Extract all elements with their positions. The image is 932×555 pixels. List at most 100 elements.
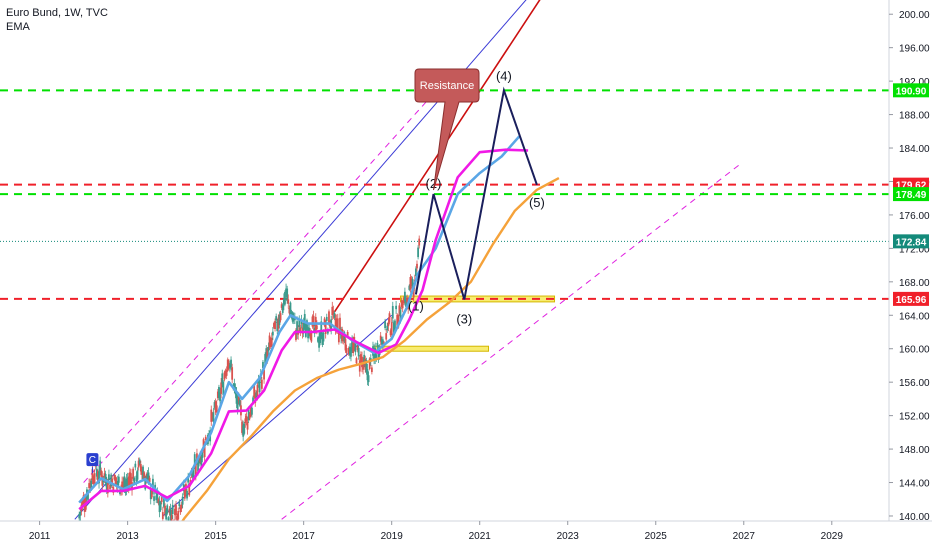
level-badge-label-0: 190.90 (896, 86, 927, 97)
y-tick-label: 152.00 (899, 412, 930, 423)
candle-body (389, 330, 392, 336)
candle-body (253, 385, 256, 398)
candle-body (303, 313, 306, 326)
candle-body (401, 304, 404, 309)
candle-body (411, 279, 414, 292)
candle-body (379, 335, 382, 342)
candle-body (176, 516, 179, 521)
candle-body (156, 490, 159, 500)
candle-body (123, 476, 126, 489)
candle-body (358, 360, 361, 372)
candle-body (352, 339, 355, 354)
y-tick-label: 188.00 (899, 111, 930, 122)
candle-body (298, 319, 301, 328)
candle-body (79, 511, 82, 516)
legend: Euro Bund, 1W, TVC EMA (6, 6, 108, 34)
candle-body (87, 491, 89, 500)
candle-body (133, 477, 136, 485)
candle-body (183, 487, 186, 499)
candle-body (405, 299, 407, 307)
candle-body (180, 504, 183, 509)
y-tick-label: 192.00 (899, 77, 930, 88)
candle-body (91, 469, 94, 481)
candle-body (170, 515, 173, 521)
candle-body (97, 471, 99, 483)
candle-body (406, 297, 408, 303)
candle-body (367, 375, 370, 383)
candle-body (237, 396, 240, 401)
candle-body (288, 308, 291, 314)
candle-body (165, 510, 168, 520)
candle-body (391, 305, 394, 319)
candle-body (231, 367, 234, 380)
candle-body (251, 407, 253, 415)
candle-body (200, 457, 203, 467)
candle-body (318, 336, 320, 348)
candle-body (332, 310, 335, 315)
candle-body (295, 329, 297, 341)
candle-body (224, 370, 227, 377)
candle-body (186, 490, 188, 499)
candle-body (412, 290, 415, 298)
level-badge-3 (893, 234, 929, 249)
candle-body (368, 358, 371, 370)
candle-body (390, 322, 393, 335)
candle-body (98, 471, 100, 484)
candle-body (336, 318, 339, 330)
symbol-title: Euro Bund, 1W, TVC (6, 7, 108, 19)
y-tick-label: 160.00 (899, 345, 930, 356)
y-tick-label: 168.00 (899, 278, 930, 289)
candle-body (194, 463, 197, 477)
candle-body (149, 489, 152, 500)
candle-body (117, 476, 120, 483)
candle-body (333, 313, 336, 318)
candle-body (361, 356, 363, 368)
indicator-label: EMA (6, 21, 30, 33)
candle-body (279, 313, 282, 321)
candle-body (270, 337, 273, 346)
candle-body (284, 291, 286, 305)
candle-body (403, 291, 406, 302)
candle-body (363, 354, 366, 364)
candle-body (252, 397, 254, 403)
candle-body (249, 406, 252, 416)
candle-body (304, 323, 307, 337)
y-tick-label: 148.00 (899, 445, 930, 456)
candle-body (179, 507, 182, 513)
ema-line-1 (78, 148, 529, 511)
level-badge-label-3: 172.84 (896, 237, 927, 248)
candle-body (238, 399, 241, 406)
candle-body (311, 316, 314, 327)
candle-body (337, 330, 340, 343)
x-tick-label: 2021 (469, 531, 492, 542)
candle-body (375, 354, 378, 361)
candle-body (145, 474, 148, 482)
candle-body (90, 480, 93, 489)
candle-body (215, 405, 218, 412)
candle-body (394, 320, 396, 331)
candle-body (366, 369, 369, 381)
candle-body (388, 313, 391, 323)
candle-body (306, 320, 308, 331)
candle-body (150, 490, 153, 498)
candle-body (255, 392, 258, 398)
candle-body (193, 454, 196, 467)
candle-body (321, 334, 324, 345)
x-tick-label: 2025 (645, 531, 668, 542)
candle-body (354, 343, 357, 353)
candle-body (256, 384, 259, 397)
candle-body (230, 359, 232, 368)
candle-body (329, 324, 331, 328)
candle-body (350, 347, 352, 357)
candle-body (285, 288, 287, 293)
c-marker-label: C (89, 455, 96, 466)
candle-body (106, 482, 109, 494)
c-marker-box (86, 453, 99, 467)
candle-body (348, 346, 351, 356)
candle-body (153, 496, 155, 501)
candle-body (88, 483, 91, 488)
candle-body (278, 314, 281, 326)
candle-body (269, 339, 272, 348)
candle-body (101, 475, 104, 486)
